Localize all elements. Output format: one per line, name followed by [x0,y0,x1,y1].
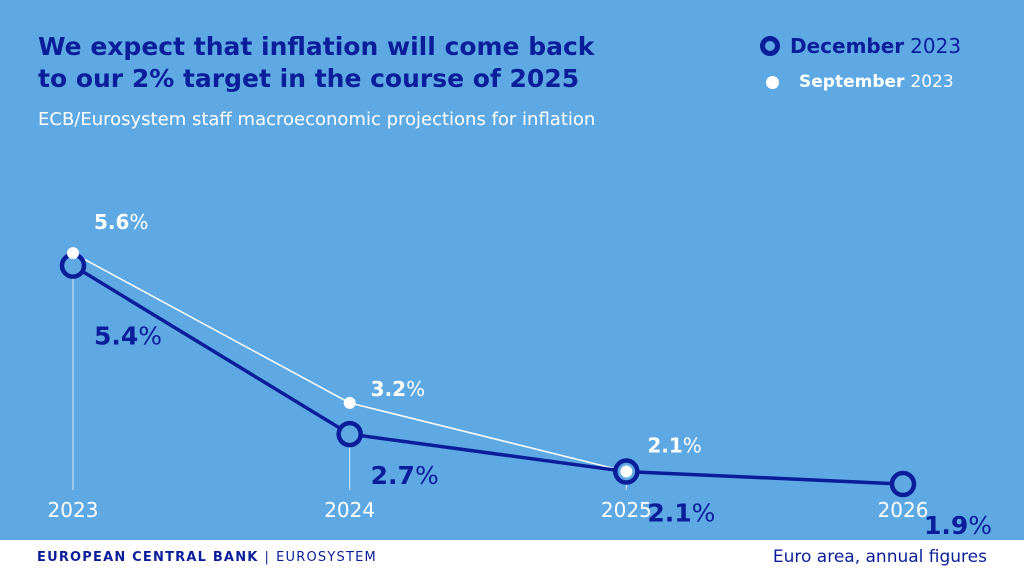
september-point-2024 [343,396,356,409]
title-line-1: We expect that inflation will come back [38,32,595,61]
brand-separator: | [264,550,271,565]
september-label-2024: 3.2% [371,377,425,401]
chart-panel: We expect that inflation will come back … [0,0,1024,540]
december-label-2023: 5.4% [94,322,162,351]
december-label-2026: 1.9% [924,511,992,540]
december-label-2024: 2.7% [371,461,439,490]
september-label-2025: 2.1% [647,434,701,458]
chart-title: We expect that inflation will come back … [38,31,698,95]
legend-december-name: December [790,34,905,58]
footer-bar: EUROPEAN CENTRAL BANK | EUROSYSTEM Euro ar… [0,540,1024,576]
title-line-2: to our 2% target in the course of 2025 [38,64,580,93]
legend-september: September 2023 [766,72,954,92]
december-label-2025: 2.1% [647,499,715,528]
legend-december: December 2023 [760,34,961,58]
ecb-brand: EUROPEAN CENTRAL BANK | EUROSYSTEM [37,550,377,565]
x-tick-2024: 2024 [324,498,375,522]
legend-september-name: September [799,72,905,92]
legend-september-year: 2023 [910,72,954,92]
september-point-2023 [67,247,79,260]
x-tick-2023: 2023 [48,498,99,522]
line-chart: 2023 2024 2025 2026 5.4% 2.7% 2.1% 1.9% 5.6% 3.2%… [48,210,993,540]
december-point-2026 [889,470,917,498]
brand-eurosystem: EUROSYSTEM [276,550,377,565]
december-point-2024 [336,420,363,448]
september-point-2025 [620,465,633,478]
x-tick-2025: 2025 [601,498,652,522]
footer-note: Euro area, annual figures [772,547,987,567]
september-marker-icon [766,75,779,89]
x-tick-2026: 2026 [878,498,929,522]
brand-name: EUROPEAN CENTRAL BANK [37,550,259,565]
chart-subtitle: ECB/Eurosystem staff macroeconomic proje… [38,109,596,130]
legend-december-year: 2023 [910,34,962,58]
december-marker-icon [760,36,780,56]
september-label-2023: 5.6% [94,210,148,234]
december-series-line [72,264,904,486]
